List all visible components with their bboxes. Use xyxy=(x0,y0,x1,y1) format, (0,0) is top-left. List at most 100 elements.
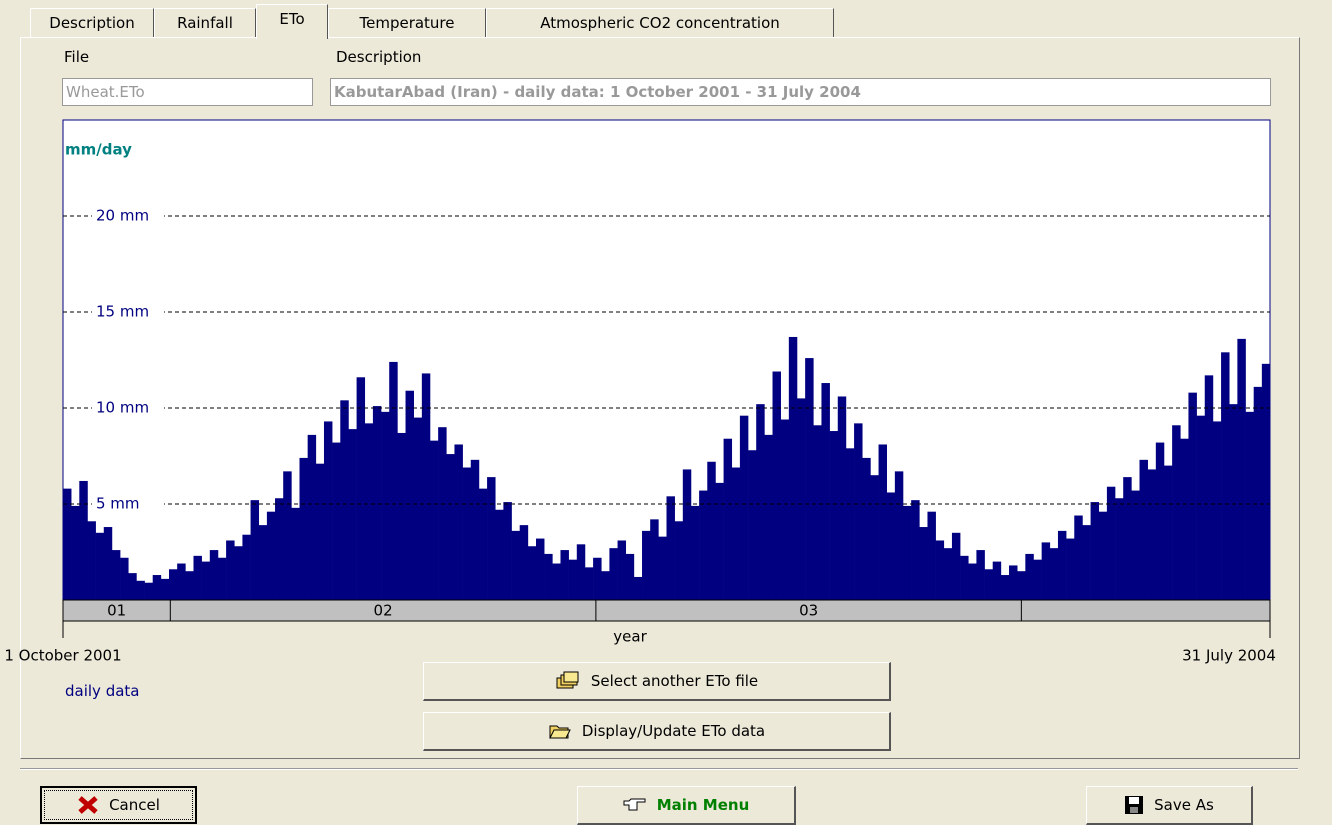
bar xyxy=(1237,338,1246,600)
bar xyxy=(560,550,569,600)
bar xyxy=(372,406,382,600)
tab[interactable]: Description xyxy=(30,8,154,37)
bar xyxy=(584,567,594,600)
bar xyxy=(845,448,855,600)
bar xyxy=(169,569,178,600)
bar xyxy=(1017,571,1026,600)
bar xyxy=(568,559,578,600)
bar xyxy=(911,500,920,600)
tab[interactable]: Atmospheric CO2 concentration xyxy=(486,8,834,37)
bar xyxy=(152,575,162,600)
bar xyxy=(544,553,553,600)
bar xyxy=(160,578,170,600)
x-start-label: 1 October 2001 xyxy=(4,647,121,665)
bar xyxy=(323,421,333,600)
display-button[interactable]: Display/Update ETo data xyxy=(423,712,891,751)
cancel-button[interactable]: Cancel xyxy=(40,786,197,824)
bar xyxy=(1229,404,1238,600)
icon xyxy=(1125,796,1144,814)
tick-label-bg xyxy=(92,207,164,225)
bar xyxy=(1115,498,1124,600)
bar xyxy=(332,442,341,600)
bar xyxy=(894,471,904,600)
bar xyxy=(984,569,994,600)
bar xyxy=(185,571,194,600)
bar xyxy=(862,457,871,600)
bar xyxy=(764,434,773,600)
bar xyxy=(943,548,953,600)
bar xyxy=(658,536,667,600)
bar xyxy=(805,358,814,600)
bar xyxy=(364,423,374,600)
bar xyxy=(340,400,349,600)
button-label: Cancel xyxy=(109,796,160,814)
bar xyxy=(666,496,675,600)
icon xyxy=(623,798,646,811)
bar xyxy=(258,525,268,600)
y-tick-label: 5 mm xyxy=(96,495,140,513)
tab[interactable]: Temperature xyxy=(328,8,486,37)
bar xyxy=(1188,392,1197,600)
button-label: Save As xyxy=(1154,796,1214,814)
tab[interactable]: Rainfall xyxy=(154,8,256,37)
bar xyxy=(1025,553,1034,600)
bar xyxy=(1082,525,1091,600)
year-label: 03 xyxy=(799,602,818,620)
bar xyxy=(739,415,749,600)
bar xyxy=(299,457,308,600)
bar xyxy=(788,336,798,600)
bar xyxy=(837,396,847,600)
bar xyxy=(1139,459,1148,600)
main-menu-button[interactable]: Main Menu xyxy=(577,786,796,825)
year-strip xyxy=(62,599,1271,622)
bar xyxy=(234,546,243,600)
tab[interactable]: ETo xyxy=(256,4,328,39)
bar xyxy=(1074,515,1083,600)
chart: mm/day 5 mm 10 mm 15 mm 20 mm 01 02 03 1 Octo… xyxy=(4,119,1276,665)
bar xyxy=(1204,375,1214,600)
bar xyxy=(536,538,545,600)
bar xyxy=(421,373,431,600)
bar xyxy=(609,548,618,600)
icon xyxy=(78,796,98,814)
bar xyxy=(103,527,113,600)
description-field[interactable]: KabutarAbad (Iran) - daily data: 1 Octob… xyxy=(330,78,1271,106)
x-end-label: 31 July 2004 xyxy=(1182,647,1276,665)
bar xyxy=(1212,421,1222,600)
bar xyxy=(1147,469,1157,600)
bar xyxy=(1098,511,1108,600)
bar xyxy=(992,561,1002,600)
file-field[interactable]: Wheat.ETo xyxy=(62,78,313,106)
bar xyxy=(250,500,260,600)
file-label: File xyxy=(64,48,90,66)
save-as-button[interactable]: Save As xyxy=(1086,786,1253,825)
bar xyxy=(903,505,912,600)
bar xyxy=(650,519,659,600)
bar xyxy=(348,429,357,600)
bar xyxy=(1180,438,1189,600)
bar xyxy=(960,555,969,600)
bar xyxy=(242,534,251,600)
bar xyxy=(576,544,586,600)
bar xyxy=(405,390,414,600)
bar xyxy=(201,561,211,600)
year-label: 02 xyxy=(374,602,393,620)
bar xyxy=(1131,490,1140,600)
bar xyxy=(1221,352,1230,600)
bar xyxy=(927,511,936,600)
bar xyxy=(625,553,635,600)
bar xyxy=(283,471,292,600)
bar xyxy=(128,573,137,600)
select-file-button[interactable]: Select another ETo file xyxy=(423,662,891,701)
icon xyxy=(556,671,579,689)
description-label: Description xyxy=(336,48,422,66)
bar xyxy=(413,417,423,600)
bar xyxy=(829,431,839,600)
bar xyxy=(870,475,879,600)
bar xyxy=(756,404,765,600)
bar xyxy=(120,557,129,600)
bar xyxy=(275,498,284,600)
bar xyxy=(1245,411,1254,600)
bar xyxy=(642,530,651,600)
